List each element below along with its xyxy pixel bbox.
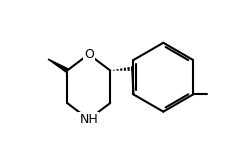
Polygon shape: [48, 59, 68, 72]
Text: O: O: [84, 48, 94, 61]
Text: NH: NH: [79, 113, 98, 126]
